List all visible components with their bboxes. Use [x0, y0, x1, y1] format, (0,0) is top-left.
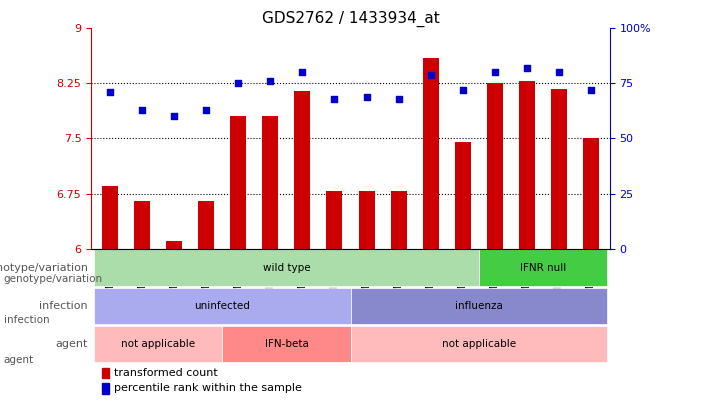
Text: agent: agent — [55, 339, 88, 349]
Bar — [102, 368, 109, 378]
Text: agent: agent — [4, 356, 34, 365]
Bar — [454, 142, 470, 249]
Text: influenza: influenza — [455, 301, 503, 311]
Text: infection: infection — [4, 315, 49, 325]
FancyBboxPatch shape — [95, 249, 479, 286]
Text: not applicable: not applicable — [121, 339, 196, 349]
Title: GDS2762 / 1433934_at: GDS2762 / 1433934_at — [261, 11, 440, 27]
Bar — [102, 384, 109, 394]
Bar — [135, 201, 151, 249]
Bar — [102, 186, 118, 249]
Point — [329, 96, 340, 102]
Text: genotype/variation: genotype/variation — [0, 263, 88, 273]
Point — [297, 69, 308, 76]
Point — [553, 69, 564, 76]
Bar — [390, 191, 407, 249]
Point — [104, 89, 116, 96]
Text: infection: infection — [39, 301, 88, 311]
Bar — [198, 201, 215, 249]
FancyBboxPatch shape — [95, 288, 350, 324]
Bar — [486, 83, 503, 249]
Bar — [262, 117, 278, 249]
Text: IFN-beta: IFN-beta — [264, 339, 308, 349]
Bar — [166, 241, 182, 249]
Text: IFNR null: IFNR null — [519, 263, 566, 273]
Bar — [358, 191, 374, 249]
Text: genotype/variation: genotype/variation — [4, 275, 102, 284]
Point — [425, 71, 436, 78]
Point — [169, 113, 180, 120]
Bar — [519, 81, 535, 249]
Bar — [583, 139, 599, 249]
Point — [200, 107, 212, 113]
Point — [489, 69, 501, 76]
Point — [137, 107, 148, 113]
Point — [521, 65, 532, 71]
Bar — [327, 191, 343, 249]
FancyBboxPatch shape — [350, 326, 606, 362]
Point — [393, 96, 404, 102]
Point — [265, 78, 276, 85]
Point — [361, 94, 372, 100]
Bar — [294, 91, 311, 249]
FancyBboxPatch shape — [479, 249, 606, 286]
Bar — [231, 117, 247, 249]
FancyBboxPatch shape — [222, 326, 350, 362]
Bar — [423, 58, 439, 249]
Point — [233, 80, 244, 87]
FancyBboxPatch shape — [350, 288, 606, 324]
Point — [457, 87, 468, 93]
Text: transformed count: transformed count — [114, 368, 218, 378]
Text: wild type: wild type — [263, 263, 311, 273]
Text: not applicable: not applicable — [442, 339, 516, 349]
FancyBboxPatch shape — [95, 326, 222, 362]
Text: uninfected: uninfected — [194, 301, 250, 311]
Bar — [550, 89, 566, 249]
Text: percentile rank within the sample: percentile rank within the sample — [114, 384, 302, 393]
Point — [585, 87, 597, 93]
